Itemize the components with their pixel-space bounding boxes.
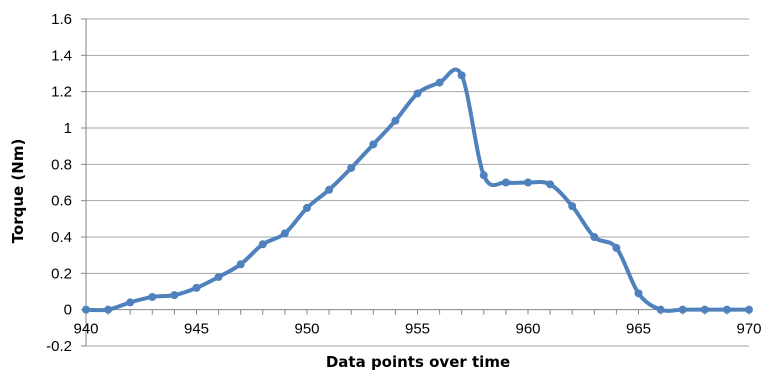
data-point (678, 305, 687, 314)
series-layer (82, 67, 753, 314)
y-tick-label: 0.4 (51, 229, 72, 246)
data-point (126, 298, 135, 307)
data-point (280, 229, 289, 238)
data-point (546, 180, 555, 189)
y-tick-label: 0 (64, 302, 72, 319)
data-point (524, 178, 532, 187)
data-point (634, 289, 643, 298)
data-point (612, 243, 621, 252)
data-point (568, 202, 577, 211)
x-tick-label: 945 (184, 321, 209, 338)
data-point (104, 305, 113, 314)
x-tick-label: 950 (294, 321, 319, 338)
data-point (148, 292, 157, 301)
data-point (501, 178, 510, 187)
y-tick-label: 1 (64, 120, 72, 137)
data-point (214, 272, 223, 281)
y-tick-labels: -0.2 0 0.2 0.4 0.6 0.8 1 1.2 1.4 1.6 (46, 11, 72, 355)
data-point (590, 233, 599, 241)
data-point (391, 116, 400, 125)
data-point (192, 283, 201, 292)
data-point (170, 291, 179, 300)
y-axis-title: Torque (Nm) (9, 139, 27, 244)
data-point (325, 185, 334, 194)
data-point (347, 163, 356, 172)
data-point (700, 305, 709, 314)
y-tick-label: 1.4 (51, 47, 72, 64)
gridlines (86, 18, 749, 347)
data-point (369, 140, 378, 149)
data-point (258, 240, 267, 249)
x-tick-label: 965 (626, 321, 651, 338)
y-tick-label: 0.8 (51, 156, 72, 173)
x-tick-label: 940 (73, 321, 98, 338)
data-point (656, 305, 665, 314)
data-point (236, 260, 245, 269)
y-tick-label: -0.2 (46, 338, 72, 355)
x-tick-labels: 940 945 950 955 960 965 970 (73, 321, 761, 338)
y-tick-label: 0.6 (51, 193, 72, 210)
data-point (722, 305, 731, 314)
data-point (82, 305, 90, 314)
data-point (303, 203, 311, 212)
x-tick-label: 955 (405, 321, 430, 338)
axes (81, 18, 750, 347)
data-point (413, 89, 422, 98)
data-point (479, 171, 488, 180)
y-tick-label: 0.2 (51, 265, 72, 282)
x-tick-label: 970 (736, 321, 761, 338)
data-point (745, 305, 753, 314)
y-tick-label: 1.2 (51, 84, 72, 101)
data-point (457, 71, 466, 80)
y-tick-label: 1.6 (51, 11, 72, 28)
x-axis-title: Data points over time (326, 353, 510, 371)
x-tick-label: 960 (515, 321, 540, 338)
series-line (84, 67, 751, 313)
data-point (435, 78, 444, 87)
